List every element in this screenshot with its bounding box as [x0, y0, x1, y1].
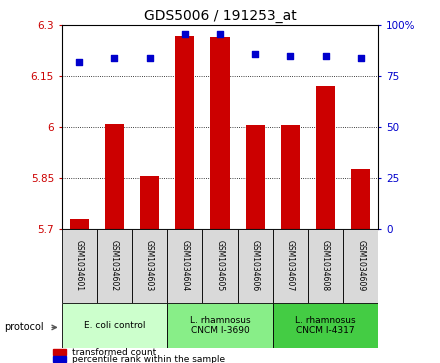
- Text: GSM1034606: GSM1034606: [251, 240, 260, 291]
- Point: [287, 53, 294, 59]
- Text: GSM1034602: GSM1034602: [110, 240, 119, 291]
- Bar: [351, 170, 370, 229]
- Text: GSM1034601: GSM1034601: [75, 240, 84, 291]
- Bar: [202, 229, 238, 303]
- Bar: [238, 229, 273, 303]
- Bar: [175, 36, 194, 229]
- Text: GSM1034605: GSM1034605: [216, 240, 224, 291]
- Bar: [167, 229, 202, 303]
- Bar: [343, 229, 378, 303]
- Bar: [140, 176, 159, 229]
- Text: GDS5006 / 191253_at: GDS5006 / 191253_at: [143, 9, 297, 23]
- Bar: [210, 37, 230, 229]
- Point: [216, 30, 224, 36]
- Bar: [246, 125, 265, 229]
- Point: [146, 55, 153, 61]
- Point: [76, 59, 83, 65]
- Point: [357, 55, 364, 61]
- Bar: [62, 229, 97, 303]
- Point: [252, 51, 259, 57]
- Bar: [53, 356, 66, 362]
- Point: [111, 55, 118, 61]
- Text: GSM1034607: GSM1034607: [286, 240, 295, 291]
- Bar: [70, 219, 89, 229]
- Text: GSM1034603: GSM1034603: [145, 240, 154, 291]
- Bar: [273, 303, 378, 348]
- Text: E. coli control: E. coli control: [84, 321, 145, 330]
- Bar: [316, 86, 335, 229]
- Text: GSM1034608: GSM1034608: [321, 240, 330, 291]
- Text: transformed count: transformed count: [72, 348, 157, 356]
- Bar: [105, 124, 124, 229]
- Text: L. rhamnosus
CNCM I-4317: L. rhamnosus CNCM I-4317: [295, 316, 356, 335]
- Bar: [53, 349, 66, 355]
- Bar: [308, 229, 343, 303]
- Bar: [167, 303, 273, 348]
- Text: GSM1034604: GSM1034604: [180, 240, 189, 291]
- Text: protocol: protocol: [4, 322, 44, 332]
- Text: percentile rank within the sample: percentile rank within the sample: [72, 355, 225, 363]
- Bar: [97, 229, 132, 303]
- Bar: [62, 303, 167, 348]
- Bar: [132, 229, 167, 303]
- Point: [181, 30, 188, 36]
- Text: GSM1034609: GSM1034609: [356, 240, 365, 291]
- Point: [322, 53, 329, 59]
- Bar: [281, 125, 300, 229]
- Bar: [273, 229, 308, 303]
- Text: L. rhamnosus
CNCM I-3690: L. rhamnosus CNCM I-3690: [190, 316, 250, 335]
